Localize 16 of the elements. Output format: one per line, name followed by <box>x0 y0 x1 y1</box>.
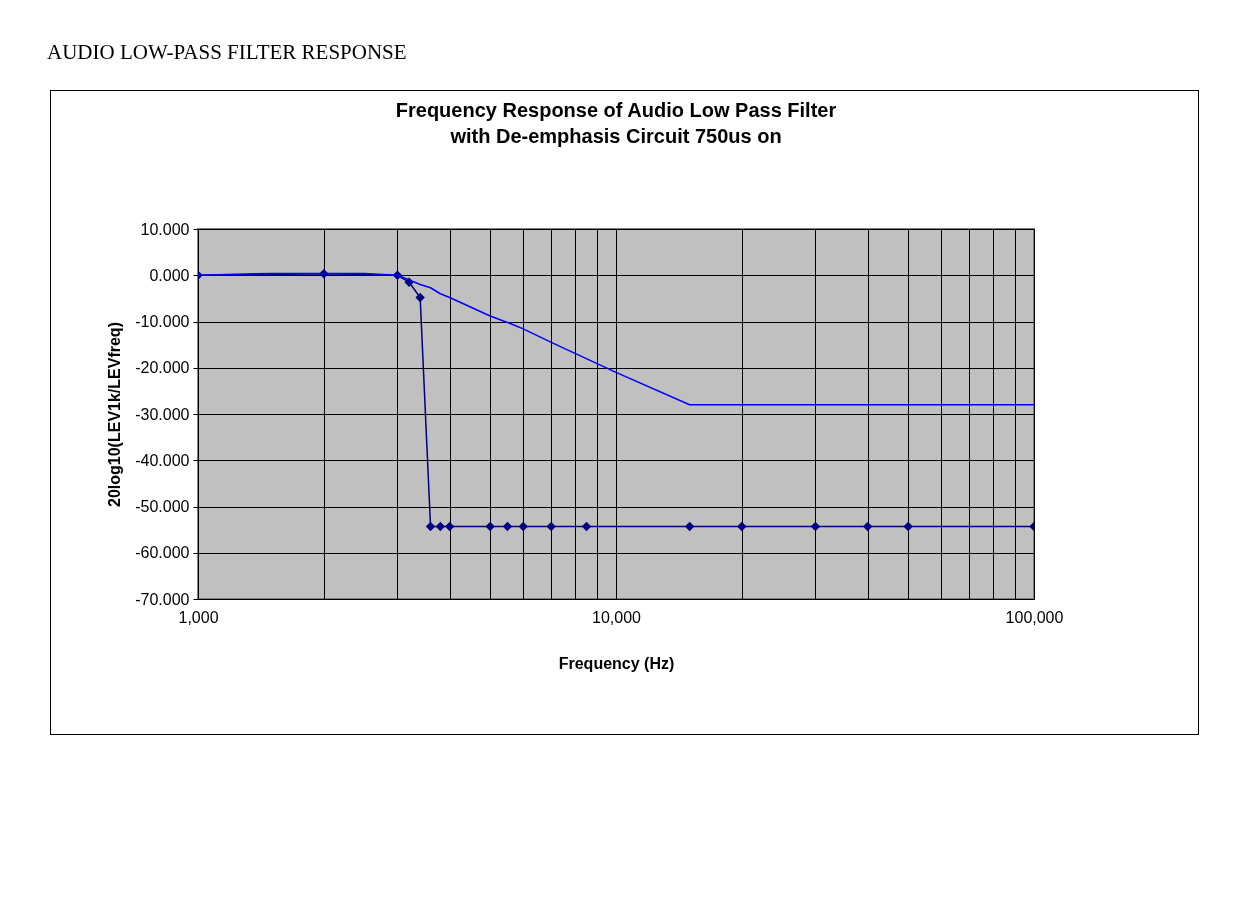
y-tick-label: -10.000 <box>135 313 190 330</box>
text: AUDIO LOW-PASS FILTER RESPONSE <box>47 40 407 65</box>
x-tick-label: 10,000 <box>592 608 642 626</box>
y-tick-label: -40.000 <box>135 451 190 469</box>
y-axis-title: 20log10(LEV1k/LEVfreq) <box>106 322 124 507</box>
x-tick-label: 100,000 <box>1005 608 1064 626</box>
y-tick-label: -50.000 <box>135 498 190 515</box>
y-tick-label: 10.000 <box>140 220 190 238</box>
y-tick-label: -60.000 <box>135 544 190 562</box>
x-tick-label: 1,000 <box>178 608 219 626</box>
y-tick-label: -20.000 <box>135 359 190 377</box>
y-tick-label: 0.000 <box>149 266 190 284</box>
chart-title: Frequency Response of Audio Low Pass Filter with De-emphasis Circuit 750us on <box>395 99 837 147</box>
y-tick-label: -70.000 <box>135 590 190 608</box>
y-tick-label: -30.000 <box>135 405 190 423</box>
x-axis-title: Frequency (Hz) <box>558 654 675 672</box>
